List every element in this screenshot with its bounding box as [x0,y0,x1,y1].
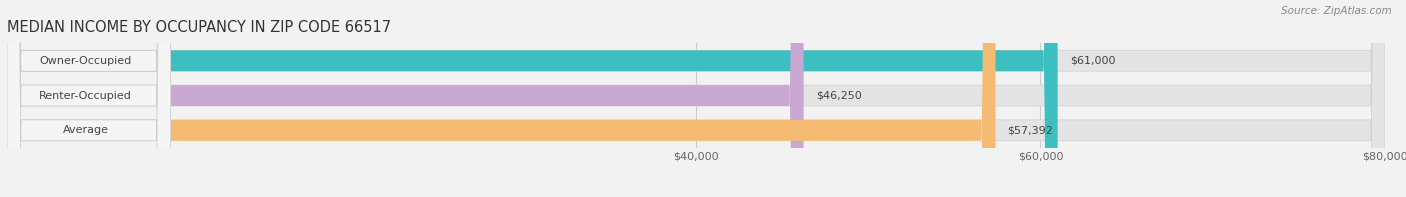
FancyBboxPatch shape [7,0,170,197]
Text: $57,392: $57,392 [1008,125,1053,135]
FancyBboxPatch shape [7,0,1385,197]
FancyBboxPatch shape [7,0,1057,197]
Text: Source: ZipAtlas.com: Source: ZipAtlas.com [1281,6,1392,16]
FancyBboxPatch shape [7,0,1385,197]
Text: Renter-Occupied: Renter-Occupied [39,91,132,100]
FancyBboxPatch shape [7,0,804,197]
FancyBboxPatch shape [7,0,995,197]
Text: Owner-Occupied: Owner-Occupied [39,56,132,66]
FancyBboxPatch shape [7,0,170,197]
Text: $61,000: $61,000 [1070,56,1115,66]
FancyBboxPatch shape [7,0,170,197]
FancyBboxPatch shape [7,0,1385,197]
Text: Average: Average [63,125,108,135]
Text: MEDIAN INCOME BY OCCUPANCY IN ZIP CODE 66517: MEDIAN INCOME BY OCCUPANCY IN ZIP CODE 6… [7,20,391,35]
Text: $46,250: $46,250 [815,91,862,100]
